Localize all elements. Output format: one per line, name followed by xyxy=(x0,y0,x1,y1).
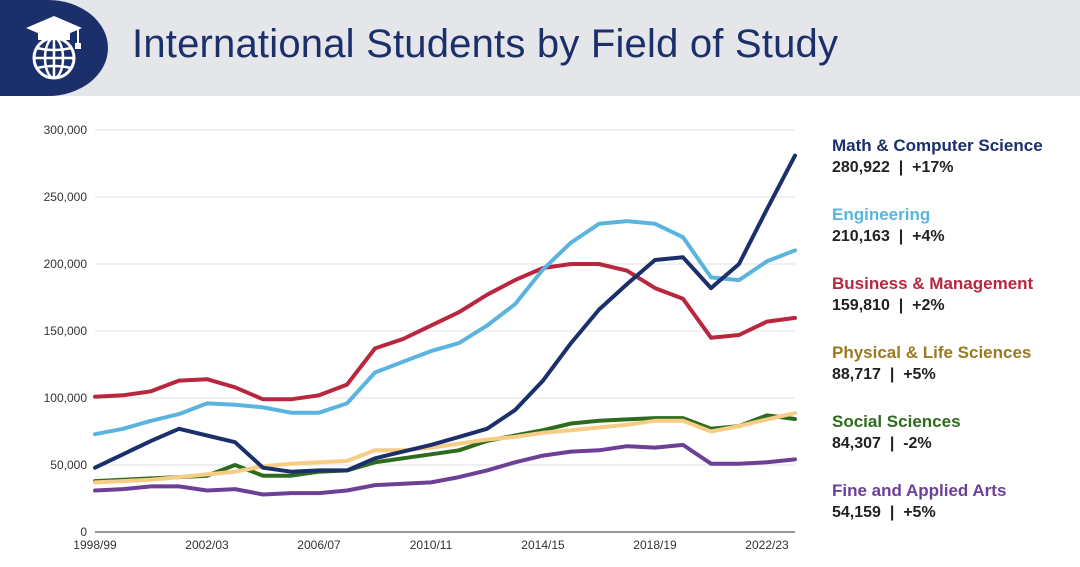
legend-series-stat: 280,922 | +17% xyxy=(832,159,954,176)
legend-item: Engineering 210,163 | +4% xyxy=(832,205,945,246)
x-tick-label: 2006/07 xyxy=(297,538,341,552)
line-chart: 0 50,000 100,000 150,000 200,000 250,000 300,0… xyxy=(44,123,797,552)
legend-series-stat: 54,159 | +5% xyxy=(832,504,936,521)
legend-series-stat: 88,717 | +5% xyxy=(832,366,936,383)
legend-series-stat: 159,810 | +2% xyxy=(832,297,945,314)
legend-series-name: Fine and Applied Arts xyxy=(832,481,1007,500)
header-banner: International Students by Field of Study xyxy=(0,0,1080,96)
legend-series-name: Physical & Life Sciences xyxy=(832,343,1032,362)
y-tick-label: 250,000 xyxy=(44,190,88,204)
series-line-fine-and-applied-arts xyxy=(93,442,797,497)
legend-item: Physical & Life Sciences 88,717 | +5% xyxy=(832,343,1031,384)
series-line-physical-life-sciences xyxy=(93,411,797,485)
legend-series-name: Social Sciences xyxy=(832,412,961,431)
legend-series-name: Engineering xyxy=(832,205,931,224)
y-tick-label: 100,000 xyxy=(44,391,88,405)
legend-item: Business & Management 159,810 | +2% xyxy=(832,274,1033,315)
x-tick-label: 2010/11 xyxy=(410,538,453,552)
y-tick-label: 150,000 xyxy=(44,324,88,338)
y-tick-label: 50,000 xyxy=(50,458,87,472)
globe-graduation-cap-icon xyxy=(26,16,82,80)
series-line-engineering xyxy=(93,219,797,437)
x-tick-label: 2014/15 xyxy=(521,538,565,552)
legend-item: Social Sciences 84,307 | -2% xyxy=(832,412,961,453)
series-line-business-management xyxy=(93,262,797,402)
y-tick-label: 300,000 xyxy=(44,123,88,137)
page-title: International Students by Field of Study xyxy=(132,22,839,66)
series-line-math-computer-science xyxy=(93,153,797,474)
x-tick-label: 1998/99 xyxy=(73,538,117,552)
x-tick-label: 2002/03 xyxy=(185,538,229,552)
x-tick-label: 2018/19 xyxy=(633,538,677,552)
legend-series-stat: 84,307 | -2% xyxy=(832,435,932,452)
legend-series-stat: 210,163 | +4% xyxy=(832,228,945,245)
legend-series-name: Math & Computer Science xyxy=(832,136,1043,155)
y-tick-label: 0 xyxy=(80,525,87,539)
legend-item: Math & Computer Science 280,922 | +17% xyxy=(832,136,1043,177)
x-tick-label: 2022/23 xyxy=(745,538,789,552)
legend-item: Fine and Applied Arts 54,159 | +5% xyxy=(832,481,1006,522)
logo xyxy=(0,0,108,96)
y-tick-label: 200,000 xyxy=(44,257,88,271)
legend-series-name: Business & Management xyxy=(832,274,1034,293)
